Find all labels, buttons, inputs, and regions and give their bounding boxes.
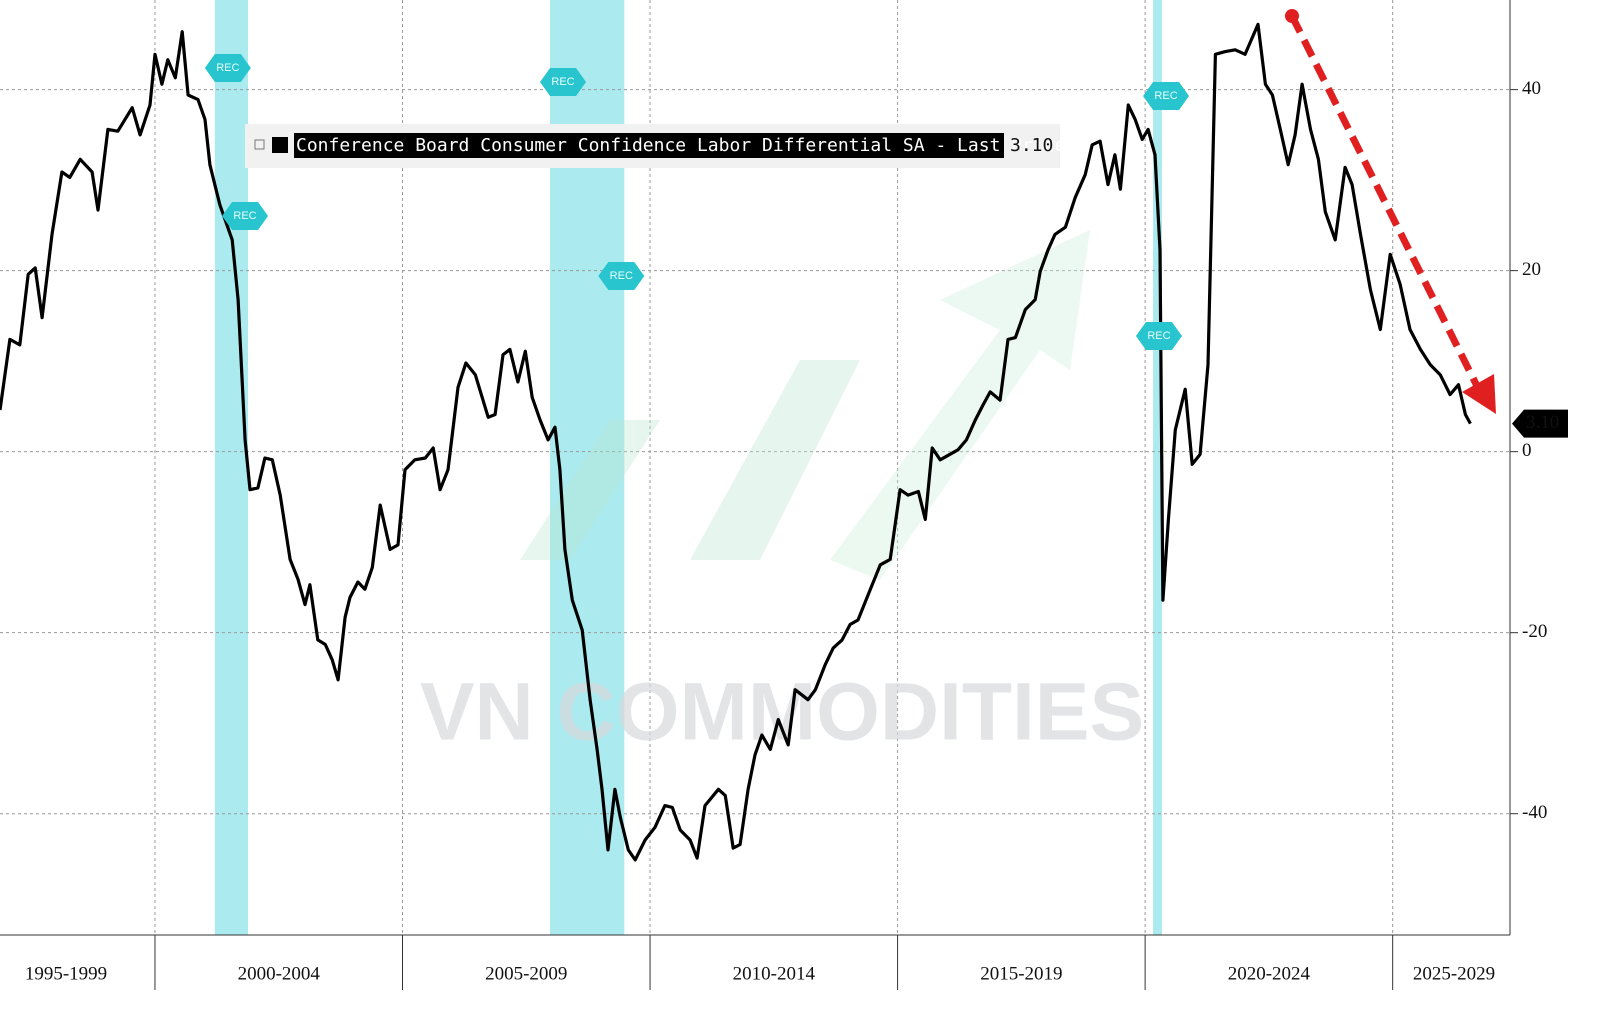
rec-badge — [222, 202, 269, 230]
rec-label: REC — [610, 270, 633, 282]
rec-badge — [1135, 322, 1182, 350]
rec-badge — [540, 68, 587, 96]
x-tick-label: 2025-2029 — [1413, 963, 1495, 984]
recession-band — [1153, 0, 1162, 935]
rec-marker: REC — [540, 68, 587, 96]
rec-label: REC — [551, 76, 574, 88]
axes: 40 20 0 -20 -40 1995-1999 2000-2004 2005-2009 20… — [0, 0, 1568, 990]
y-tick-label: 20 — [1522, 259, 1541, 280]
x-tick-label: 2020-2024 — [1228, 963, 1311, 984]
trend-arrow — [1285, 9, 1496, 414]
last-price-label: 3.10 — [1526, 412, 1559, 433]
y-tick-label: -20 — [1522, 621, 1547, 642]
rec-label: REC — [1154, 90, 1177, 102]
arrow-head — [1462, 374, 1496, 414]
x-tick-label: 2005-2009 — [485, 963, 567, 984]
series-line — [0, 22, 1472, 862]
y-tick-label: 40 — [1522, 78, 1541, 99]
watermark: VN COMMODITIES — [420, 667, 1144, 758]
x-tick-label: 2010-2014 — [733, 963, 816, 984]
legend-highlight — [294, 133, 1004, 158]
y-tick-label: 0 — [1522, 440, 1532, 461]
watermark-logo — [520, 230, 1090, 580]
recession-band — [214, 0, 249, 935]
rec-marker: REC — [598, 262, 645, 290]
y-tick-label: -40 — [1522, 802, 1547, 823]
rec-badge — [204, 54, 251, 82]
legend: Conference Board Consumer Confidence Lab… — [245, 124, 1065, 168]
x-tick-label: 2000-2004 — [238, 963, 321, 984]
rec-badge — [1143, 82, 1190, 110]
legend-toggle[interactable] — [254, 139, 265, 150]
rec-label: REC — [216, 62, 239, 74]
logo-arrow — [830, 230, 1090, 580]
legend-label: Conference Board Consumer Confidence Lab… — [296, 135, 1065, 156]
logo-shape — [690, 360, 860, 560]
rec-marker: REC — [222, 202, 269, 230]
x-tick-label: 2015-2019 — [980, 963, 1062, 984]
arrow-shaft — [1288, 14, 1482, 390]
logo-shape — [520, 420, 660, 560]
legend-last-price: 3.10 — [1010, 135, 1053, 156]
last-price-badge — [1512, 409, 1568, 438]
rec-badge — [598, 262, 645, 290]
x-tick-label: 1995-1999 — [25, 963, 107, 984]
rec-label: REC — [1147, 330, 1170, 342]
rec-label: REC — [233, 210, 256, 222]
plot: REC REC REC REC REC REC — [0, 22, 1472, 862]
rec-marker: REC — [1143, 82, 1190, 110]
rec-marker: REC — [204, 54, 251, 82]
rec-marker: REC — [1135, 322, 1182, 350]
legend-swatch — [272, 137, 288, 153]
